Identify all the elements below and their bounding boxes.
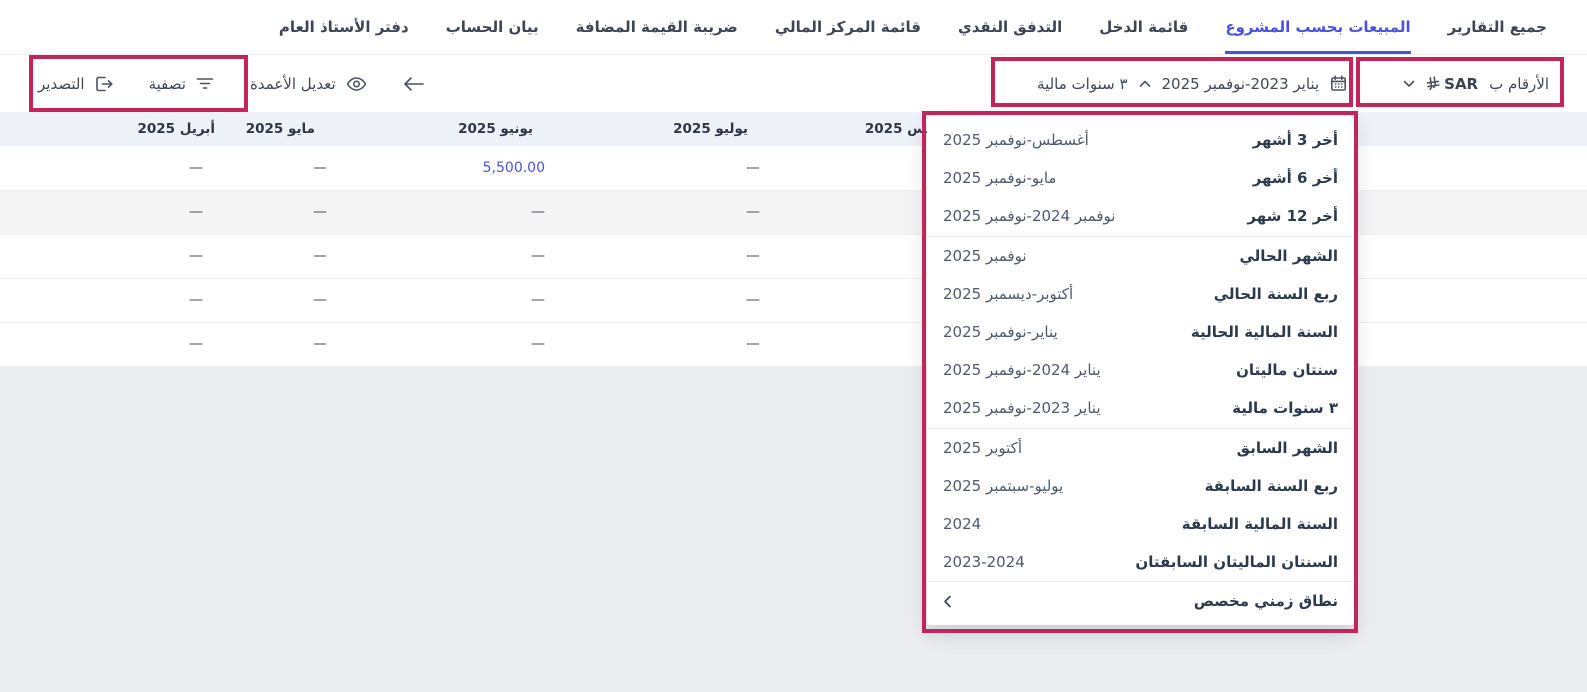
cell: — [339, 190, 557, 235]
cell: — [0, 322, 215, 367]
cell: — [557, 322, 772, 367]
menu-divider [927, 427, 1354, 429]
export-label: التصدير [38, 74, 85, 93]
filter-button[interactable]: تصفية [149, 75, 214, 93]
cell: — [215, 234, 339, 279]
menu-item-current-fiscal-year[interactable]: السنة المالية الحالية يناير-نوفمبر 2025 [943, 323, 1338, 342]
column-header-april: أبريل 2025 [0, 112, 215, 146]
currency-code: SAR [1444, 74, 1479, 93]
cell: — [557, 146, 772, 191]
tab-all-reports[interactable]: جميع التقارير [1447, 18, 1547, 36]
tab-cash-flow[interactable]: التدفق النقدي [957, 18, 1063, 36]
tab-income-statement[interactable]: قائمة الدخل [1099, 18, 1189, 36]
chevron-left-icon [943, 595, 952, 608]
chevron-down-icon [1403, 80, 1415, 88]
cell: — [0, 146, 215, 191]
cell: — [0, 190, 215, 235]
cell: — [557, 234, 772, 279]
cell [1418, 278, 1587, 323]
menu-item-custom-range[interactable]: نطاق زمني مخصص [927, 582, 1354, 620]
menu-item-three-fiscal-years[interactable]: ٣ سنوات مالية يناير 2023-نوفمبر 2025 [943, 399, 1338, 418]
tab-vat[interactable]: ضريبة القيمة المضافة [575, 18, 738, 36]
cell: — [215, 278, 339, 323]
filter-icon [196, 77, 214, 90]
reports-tab-bar: جميع التقارير المبيعات بحسب المشروع قائم… [0, 0, 1587, 55]
column-header-july: يوليو 2025 [557, 112, 772, 146]
edit-columns-button[interactable]: تعديل الأعمدة [250, 75, 367, 93]
cell: — [557, 278, 772, 323]
eye-icon [346, 76, 367, 91]
menu-item-last-6-months[interactable]: أخر 6 أشهر مايو-نوفمبر 2025 [943, 169, 1338, 188]
cell: — [0, 234, 215, 279]
cell: — [215, 146, 339, 191]
date-preset-label: ٣ سنوات مالية [1037, 74, 1128, 93]
cell: — [557, 190, 772, 235]
chevron-up-icon [1139, 80, 1151, 88]
filter-label: تصفية [148, 74, 186, 93]
currency-value: SAR [1426, 75, 1478, 93]
cell: — [339, 322, 557, 367]
menu-item-last-12-months[interactable]: أخر 12 شهر نوفمبر 2024-نوفمبر 2025 [943, 207, 1338, 226]
cell [1418, 190, 1587, 235]
currency-selector[interactable]: الأرقام ب SAR [1403, 75, 1549, 93]
tab-balance-sheet[interactable]: قائمة المركز المالي [774, 18, 921, 36]
collapse-arrow-button[interactable] [403, 76, 425, 91]
column-header-hidden-1 [1418, 112, 1587, 146]
menu-item-two-fiscal-years[interactable]: سنتان ماليتان يناير 2024-نوفمبر 2025 [943, 361, 1338, 380]
edit-columns-label: تعديل الأعمدة [249, 74, 336, 93]
cell: — [215, 322, 339, 367]
date-range-value: يناير 2023-نوفمبر 2025 [1161, 74, 1320, 93]
date-range-selector[interactable]: يناير 2023-نوفمبر 2025 ٣ سنوات مالية [1037, 75, 1347, 93]
column-header-may: مايو 2025 [215, 112, 339, 146]
menu-item-previous-month[interactable]: الشهر السابق أكتوبر 2025 [943, 438, 1338, 457]
amount-link[interactable]: 5,500.00 [339, 146, 557, 191]
saudi-riyal-icon [1426, 76, 1440, 91]
menu-item-current-quarter[interactable]: ربع السنة الحالي أكتوبر-ديسمبر 2025 [943, 284, 1338, 303]
arrow-left-icon [403, 76, 425, 91]
date-range-menu: أخر 3 أشهر أغسطس-نوفمبر 2025 أخر 6 أشهر … [927, 116, 1354, 626]
export-button[interactable]: التصدير [38, 75, 113, 93]
export-icon [95, 76, 113, 92]
tab-general-ledger[interactable]: دفتر الأستاذ العام [278, 18, 409, 36]
cell: — [0, 278, 215, 323]
menu-divider [927, 581, 1354, 583]
menu-item-last-3-months[interactable]: أخر 3 أشهر أغسطس-نوفمبر 2025 [943, 131, 1338, 150]
menu-item-current-month[interactable]: الشهر الحالي نوفمبر 2025 [943, 246, 1338, 265]
cell: — [339, 234, 557, 279]
tab-account-statement[interactable]: بيان الحساب [445, 18, 539, 36]
column-header-june: يونيو 2025 [339, 112, 557, 146]
cell [1418, 234, 1587, 279]
report-toolbar: الأرقام ب SAR [0, 55, 1587, 112]
numbers-in-label: الأرقام ب [1489, 74, 1549, 93]
menu-item-previous-fiscal-year[interactable]: السنة المالية السابقة 2024 [943, 514, 1338, 533]
cell: — [215, 190, 339, 235]
cell [1418, 322, 1587, 367]
menu-item-previous-quarter[interactable]: ربع السنة السابقة يوليو-سبتمبر 2025 [943, 476, 1338, 495]
calendar-icon [1330, 75, 1347, 92]
menu-divider [927, 235, 1354, 237]
menu-item-previous-two-fiscal-years[interactable]: السنتان الماليتان السابقتان 2023-2024 [943, 553, 1338, 572]
cell: — [339, 278, 557, 323]
cell [1418, 146, 1587, 191]
tab-sales-by-project[interactable]: المبيعات بحسب المشروع [1225, 0, 1411, 54]
